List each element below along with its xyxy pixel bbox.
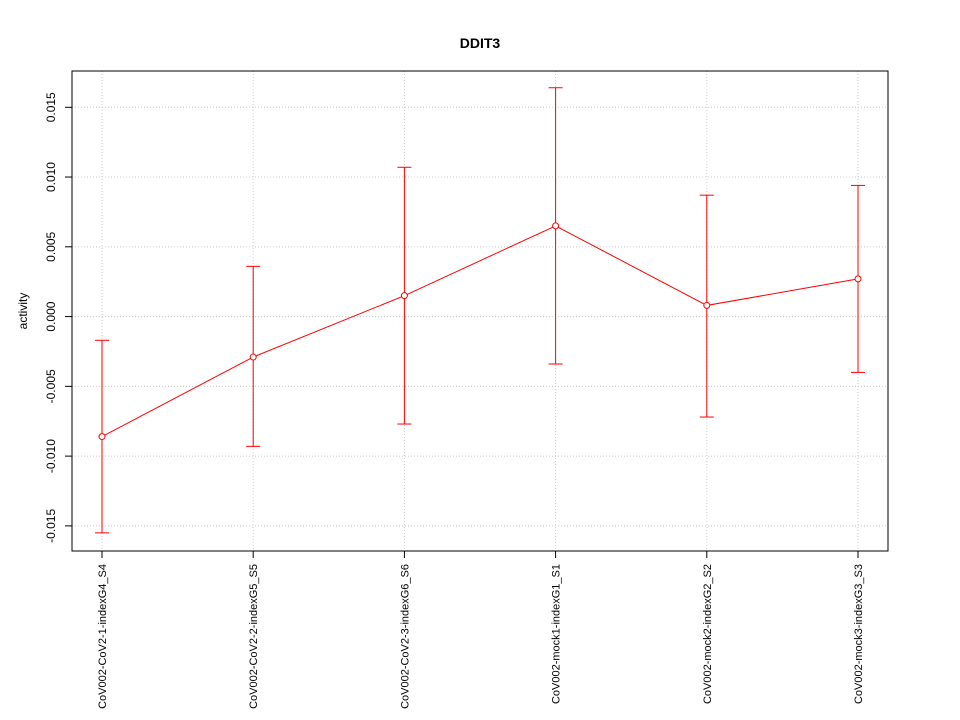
y-tick-label: 0.000 [44,301,58,331]
data-point [98,433,106,441]
data-point [400,292,408,300]
y-axis-label: activity [16,293,30,330]
grid [72,71,888,551]
plot-frame [71,70,889,552]
x-axis: CoV002-CoV2-1-indexG4_S4 CoV002-CoV2-2-in… [97,550,865,709]
data-point [249,353,257,361]
y-tick-label: -0.015 [44,509,58,543]
x-tick-label: CoV002-mock2-indexG2_S2 [702,564,714,704]
data-point [703,301,711,309]
x-tick-label: CoV002-CoV2-2-indexG5_S5 [248,564,260,709]
y-tick-label: 0.015 [44,92,58,122]
series-line [101,225,859,438]
y-tick-label: 0.005 [44,231,58,261]
y-tick-label: -0.005 [44,369,58,403]
series-layer [95,87,865,534]
chart-title: DDIT3 [460,35,501,51]
x-tick-label: CoV002-mock3-indexG3_S3 [853,564,865,704]
y-axis: -0.015 -0.010 -0.005 0.000 0.005 0.010 0.015 [44,92,73,543]
y-tick-label: -0.010 [44,439,58,473]
x-tick-label: CoV002-CoV2-1-indexG4_S4 [97,564,109,709]
data-point [854,275,862,283]
x-tick-label: CoV002-mock1-indexG1_S1 [551,564,563,704]
x-tick-label: CoV002-CoV2-3-indexG6_S6 [399,564,411,709]
data-point [552,222,560,230]
y-tick-label: 0.010 [44,162,58,192]
